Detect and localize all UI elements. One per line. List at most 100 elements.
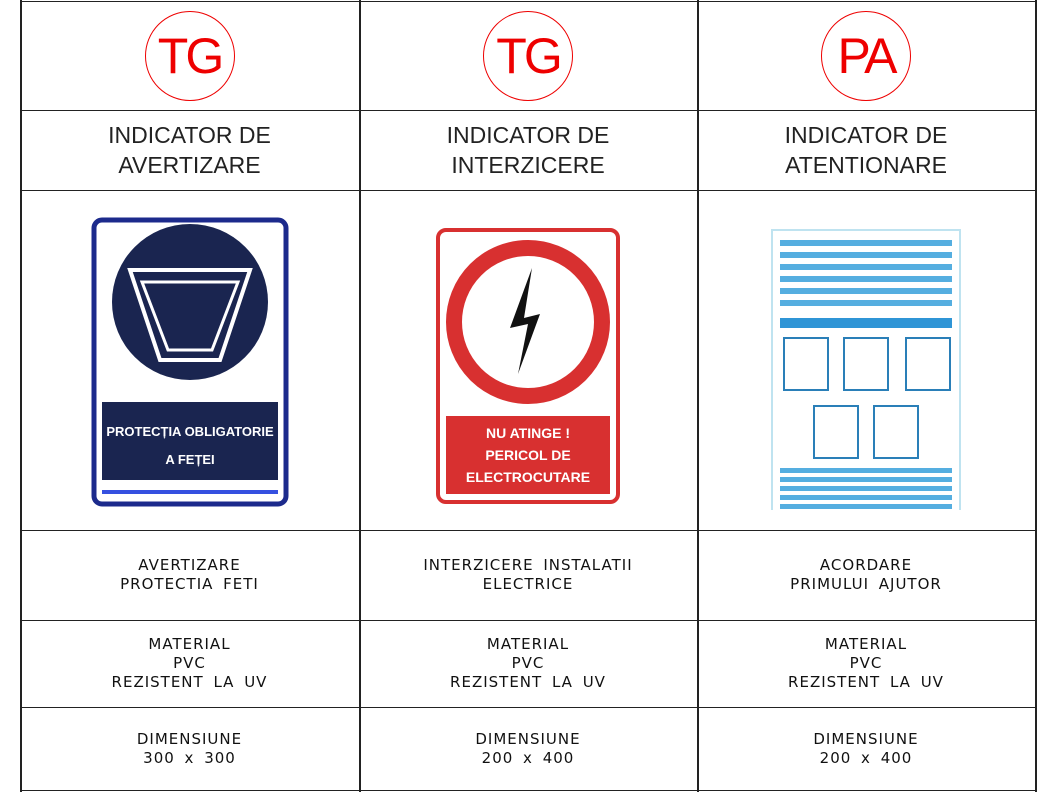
description-line: INTERZICERE INSTALATII bbox=[423, 556, 633, 574]
title-line: AVERTIZARE bbox=[118, 152, 261, 178]
illustration bbox=[843, 337, 889, 391]
text-block bbox=[780, 300, 952, 306]
material-line: MATERIAL bbox=[824, 635, 908, 653]
row-border bbox=[20, 790, 1037, 791]
code-cell: PA bbox=[697, 1, 1035, 110]
material: MATERIAL PVC REZISTENT LA UV bbox=[112, 635, 268, 692]
sign-text: PERICOL DE bbox=[485, 447, 570, 463]
description: AVERTIZARE PROTECTIA FETI bbox=[120, 556, 259, 594]
description-cell: INTERZICERE INSTALATII ELECTRICE bbox=[359, 530, 697, 620]
row-border bbox=[20, 530, 1037, 531]
sign-text: ELECTROCUTARE bbox=[466, 469, 590, 485]
text-block bbox=[780, 495, 952, 500]
material-line: REZISTENT LA UV bbox=[111, 673, 268, 691]
dimension: DIMENSIUNE 300 x 300 bbox=[137, 730, 242, 768]
material-cell: MATERIAL PVC REZISTENT LA UV bbox=[359, 620, 697, 707]
text-block bbox=[780, 264, 952, 270]
sign-stripe bbox=[101, 490, 278, 494]
text-block bbox=[780, 276, 952, 282]
material-line: REZISTENT LA UV bbox=[450, 673, 606, 691]
text-block bbox=[780, 240, 952, 246]
face-shield-inner bbox=[139, 280, 240, 352]
row-border bbox=[20, 190, 1037, 191]
title-line: INDICATOR DE bbox=[784, 122, 948, 148]
bolt bbox=[510, 268, 540, 374]
code-badge: TG bbox=[483, 10, 573, 101]
face-shield bbox=[126, 268, 253, 362]
column-border bbox=[20, 0, 22, 792]
description-line: ACORDARE bbox=[819, 556, 913, 574]
dimension-cell: DIMENSIUNE 200 x 400 bbox=[697, 707, 1035, 790]
image-cell: NU ATINGE ! PERICOL DE ELECTROCUTARE bbox=[359, 190, 697, 530]
material-cell: MATERIAL PVC REZISTENT LA UV bbox=[697, 620, 1035, 707]
illustration bbox=[813, 405, 859, 459]
description: INTERZICERE INSTALATII ELECTRICE bbox=[423, 556, 632, 594]
sign: PROTECȚIA OBLIGATORIE A FEȚEI bbox=[91, 217, 288, 507]
title: INDICATOR DE ATENTIONARE bbox=[785, 120, 948, 180]
illustration bbox=[783, 337, 829, 391]
row-border bbox=[20, 1, 1037, 2]
title: INDICATOR DE AVERTIZARE bbox=[108, 120, 271, 180]
code-cell: TG bbox=[359, 1, 697, 110]
code-badge: TG bbox=[144, 10, 235, 101]
material-line: REZISTENT LA UV bbox=[788, 673, 944, 691]
row-border bbox=[20, 110, 1037, 111]
dimension-line: DIMENSIUNE bbox=[475, 729, 581, 748]
dimension: DIMENSIUNE 200 x 400 bbox=[475, 730, 580, 768]
dimension-cell: DIMENSIUNE 300 x 300 bbox=[20, 707, 359, 790]
material: MATERIAL PVC REZISTENT LA UV bbox=[788, 635, 944, 692]
title-line: INTERZICERE bbox=[451, 152, 605, 178]
illustration bbox=[905, 337, 951, 391]
column-border bbox=[1035, 0, 1037, 792]
sign-text: PROTECȚIA OBLIGATORIE bbox=[106, 424, 274, 439]
material: MATERIAL PVC REZISTENT LA UV bbox=[450, 635, 606, 692]
material-line: PVC bbox=[173, 654, 206, 672]
title-cell: INDICATOR DE INTERZICERE bbox=[359, 110, 697, 190]
image-cell: PROTECȚIA OBLIGATORIE A FEȚEI bbox=[20, 190, 359, 530]
sign-panel bbox=[446, 416, 610, 494]
dimension-line: 200 x 400 bbox=[819, 748, 913, 767]
sign: NU ATINGE ! PERICOL DE ELECTROCUTARE bbox=[436, 228, 620, 504]
text-block bbox=[780, 252, 952, 258]
dimension-line: 300 x 300 bbox=[143, 748, 236, 767]
description-line: AVERTIZARE bbox=[138, 556, 241, 574]
column-border bbox=[359, 0, 361, 792]
material-line: PVC bbox=[511, 654, 545, 672]
dimension-line: DIMENSIUNE bbox=[136, 729, 243, 748]
title-line: ATENTIONARE bbox=[785, 152, 947, 178]
description-line: ELECTRICE bbox=[482, 575, 574, 593]
title-line: INDICATOR DE bbox=[446, 122, 610, 148]
sign-circle bbox=[111, 224, 268, 380]
title-cell: INDICATOR DE ATENTIONARE bbox=[697, 110, 1035, 190]
sign-text: NU ATINGE ! bbox=[486, 425, 570, 441]
header-band bbox=[780, 318, 952, 328]
image-cell bbox=[697, 190, 1035, 530]
material-line: PVC bbox=[849, 654, 883, 672]
text-block bbox=[780, 288, 952, 294]
text-block bbox=[780, 504, 952, 509]
sign-text: A FEȚEI bbox=[165, 452, 214, 467]
title-cell: INDICATOR DE AVERTIZARE bbox=[20, 110, 359, 190]
title: INDICATOR DE INTERZICERE bbox=[447, 120, 610, 180]
row-border bbox=[20, 707, 1037, 708]
material-cell: MATERIAL PVC REZISTENT LA UV bbox=[20, 620, 359, 707]
dimension-line: 200 x 400 bbox=[481, 748, 575, 767]
dimension: DIMENSIUNE 200 x 400 bbox=[813, 730, 918, 768]
description: ACORDARE PRIMULUI AJUTOR bbox=[790, 556, 942, 594]
material-line: MATERIAL bbox=[486, 635, 570, 653]
illustration bbox=[873, 405, 919, 459]
code-cell: TG bbox=[20, 1, 359, 110]
sign bbox=[771, 229, 961, 510]
material-line: MATERIAL bbox=[148, 635, 231, 653]
sign-panel bbox=[101, 402, 278, 480]
description-line: PROTECTIA FETI bbox=[120, 575, 259, 593]
column-border bbox=[697, 0, 699, 792]
row-border bbox=[20, 620, 1037, 621]
code-badge: PA bbox=[821, 10, 911, 101]
description-line: PRIMULUI AJUTOR bbox=[790, 575, 942, 593]
text-block bbox=[780, 477, 952, 482]
description-cell: AVERTIZARE PROTECTIA FETI bbox=[20, 530, 359, 620]
dimension-cell: DIMENSIUNE 200 x 400 bbox=[359, 707, 697, 790]
text-block bbox=[780, 468, 952, 473]
text-block bbox=[780, 486, 952, 491]
